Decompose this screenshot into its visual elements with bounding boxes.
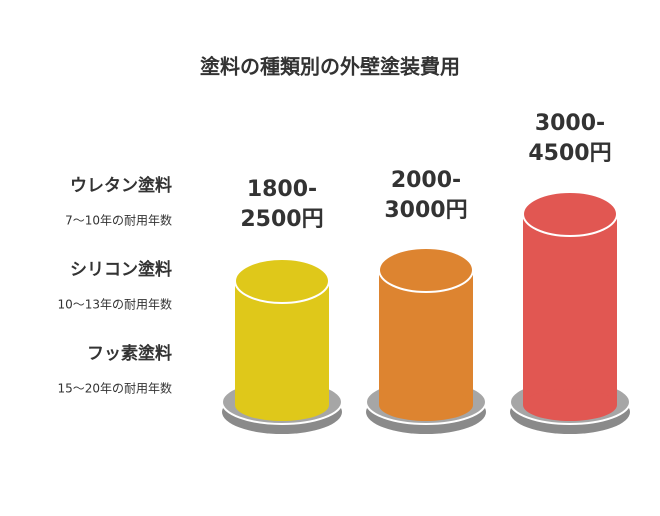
cylinder bbox=[509, 191, 631, 434]
title: 塗料の種類別の外壁塗装費用 bbox=[200, 55, 460, 79]
cylinder bbox=[365, 247, 487, 434]
price: 2000- bbox=[391, 168, 461, 193]
price: 2500円 bbox=[240, 207, 323, 232]
item-lifespan: 10～13年の耐用年数 bbox=[57, 297, 172, 312]
item-lifespan: 7～10年の耐用年数 bbox=[65, 213, 172, 228]
item-name: シリコン塗料 bbox=[70, 259, 172, 280]
price: 3000- bbox=[535, 111, 605, 136]
price: 3000円 bbox=[384, 198, 467, 223]
item-name: ウレタン塗料 bbox=[70, 175, 172, 196]
price: 1800- bbox=[247, 177, 317, 202]
item-name: フッ素塗料 bbox=[87, 343, 172, 364]
item-lifespan: 15～20年の耐用年数 bbox=[57, 381, 172, 396]
cylinder bbox=[221, 258, 343, 434]
price: 4500円 bbox=[528, 141, 611, 166]
